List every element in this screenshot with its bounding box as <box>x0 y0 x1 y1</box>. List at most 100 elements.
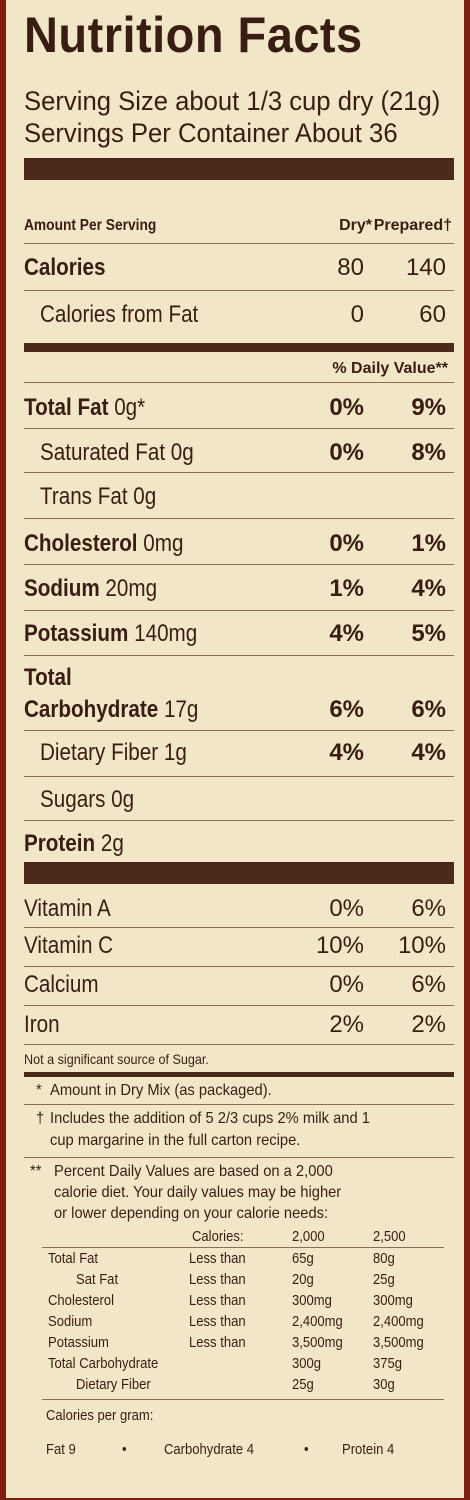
dv-row-2000: 25g <box>292 1377 314 1393</box>
calcium-dry: 0% <box>329 971 364 998</box>
cholesterol-amount: 0mg <box>143 530 184 557</box>
dv-row-2500: 300mg <box>373 1293 413 1309</box>
vitamin-a-prepared: 6% <box>411 895 446 922</box>
footnote-prepared-line2: cup margarine in the full carton recipe. <box>50 1132 301 1149</box>
serving-size: Serving Size about 1/3 cup dry (21g) <box>24 86 441 116</box>
total-fat-amount: 0g* <box>114 394 146 421</box>
dv-row-limit: Less than <box>189 1251 246 1267</box>
footnote-dv-line3: or lower depending on your calorie needs… <box>54 1205 329 1222</box>
vitamin-c-dry: 10% <box>315 932 364 959</box>
divider <box>24 966 454 967</box>
dv-calories-label: Calories: <box>192 1229 244 1245</box>
sat-fat-prepared: 8% <box>411 439 446 466</box>
calories-fat-prepared: 60 <box>419 301 446 328</box>
calories-fat-label: Calories from Fat <box>40 301 199 328</box>
protein-row: Protein 2g <box>24 832 454 872</box>
cpg-bullet: • <box>122 1442 127 1458</box>
total-carb-row: Total Carbohydrate 17g 6% 6% <box>24 666 454 736</box>
protein-amount: 2g <box>100 830 124 857</box>
total-carb-dry: 6% <box>329 696 364 723</box>
medium-bar <box>24 343 454 352</box>
cpg-carb: Carbohydrate 4 <box>164 1442 254 1458</box>
vitamin-c-prepared: 10% <box>397 932 446 959</box>
divider <box>24 472 454 473</box>
divider <box>24 428 454 429</box>
thick-bar-top <box>24 158 454 180</box>
total-fat-label: Total Fat <box>24 394 109 421</box>
vitamin-a-label: Vitamin A <box>24 895 111 922</box>
dv-row-2500: 2,400mg <box>373 1314 424 1330</box>
dv-row-nutrient: Sodium <box>48 1314 93 1330</box>
iron-prepared: 2% <box>411 1011 446 1038</box>
iron-row: Iron 2% 2% <box>24 1013 454 1053</box>
divider <box>24 655 454 656</box>
divider <box>24 927 454 928</box>
divider <box>24 518 454 519</box>
total-carb-amount: 17g <box>163 696 199 723</box>
divider <box>24 243 454 244</box>
dv-row-2000: 300g <box>292 1356 322 1372</box>
footnote-dry-mix: Amount in Dry Mix (as packaged). <box>50 1082 272 1099</box>
sat-fat-label: Saturated Fat 0g <box>40 439 194 466</box>
protein-label: Protein <box>24 830 96 857</box>
total-fat-prepared: 9% <box>411 394 446 421</box>
divider <box>24 1104 454 1105</box>
calories-fat-row: Calories from Fat 0 60 <box>24 303 454 343</box>
iron-label: Iron <box>24 1011 60 1038</box>
divider <box>24 382 454 383</box>
potassium-dry: 4% <box>329 620 364 647</box>
sodium-label: Sodium <box>24 575 100 602</box>
divider <box>42 1399 444 1400</box>
fiber-prepared: 4% <box>411 739 446 766</box>
divider <box>24 820 454 821</box>
amount-per-serving: Amount Per Serving <box>24 217 157 234</box>
footnote-dv-line1: Percent Daily Values are based on a 2,00… <box>54 1163 333 1180</box>
dry-header: Dry* <box>339 217 372 234</box>
cholesterol-row: Cholesterol 0mg 0% 1% <box>24 532 454 572</box>
footnote-dry-mark: * <box>36 1082 42 1099</box>
total-fat-dry: 0% <box>329 394 364 421</box>
dv-row-limit: Less than <box>189 1293 246 1309</box>
potassium-label: Potassium <box>24 620 129 647</box>
divider <box>24 610 454 611</box>
dv-cal-2500: 2,500 <box>373 1229 406 1245</box>
dv-row-nutrient: Potassium <box>48 1335 109 1351</box>
total-carb-prepared: 6% <box>411 696 446 723</box>
divider <box>24 1044 454 1045</box>
sodium-row: Sodium 20mg 1% 4% <box>24 577 454 617</box>
footnote-dv-line2: calorie diet. Your daily values may be h… <box>54 1184 342 1201</box>
calories-dry: 80 <box>337 254 364 281</box>
sat-fat-dry: 0% <box>329 439 364 466</box>
footnote-prepared-mark: † <box>36 1110 45 1127</box>
dv-row-2000: 2,400mg <box>292 1314 343 1330</box>
dv-row-2000: 20g <box>292 1272 314 1288</box>
amount-header-row: Amount Per Serving Dry* Prepared† <box>24 218 454 258</box>
calcium-label: Calcium <box>24 971 99 998</box>
divider <box>24 290 454 291</box>
fiber-row: Dietary Fiber 1g 4% 4% <box>24 741 454 781</box>
total-fat-row: Total Fat 0g* 0% 9% <box>24 396 454 436</box>
iron-dry: 2% <box>329 1011 364 1038</box>
dv-row-nutrient: Dietary Fiber <box>76 1377 151 1393</box>
dv-row-2500: 3,500mg <box>373 1335 424 1351</box>
vitamin-a-row: Vitamin A 0% 6% <box>24 897 454 937</box>
dv-row-2000: 65g <box>292 1251 314 1267</box>
footnote-prepared-line1: Includes the addition of 5 2/3 cups 2% m… <box>50 1110 370 1127</box>
dv-cal-2000: 2,000 <box>292 1229 325 1245</box>
dv-row-2000: 300mg <box>292 1293 332 1309</box>
calcium-prepared: 6% <box>411 971 446 998</box>
divider <box>24 564 454 565</box>
dv-row-limit: Less than <box>189 1314 246 1330</box>
calories-per-gram-label: Calories per gram: <box>46 1408 154 1424</box>
potassium-prepared: 5% <box>411 620 446 647</box>
dv-row-nutrient: Total Fat <box>48 1251 99 1267</box>
dv-row-limit: Less than <box>189 1335 246 1351</box>
dv-row-2500: 80g <box>373 1251 395 1267</box>
dv-row-2500: 375g <box>373 1356 403 1372</box>
calories-fat-dry: 0 <box>350 301 364 328</box>
title: Nutrition Facts <box>24 7 363 63</box>
calcium-row: Calcium 0% 6% <box>24 973 454 1013</box>
cpg-protein: Protein 4 <box>342 1442 395 1458</box>
cholesterol-prepared: 1% <box>411 530 446 557</box>
sugars-row: Sugars 0g <box>24 788 454 828</box>
